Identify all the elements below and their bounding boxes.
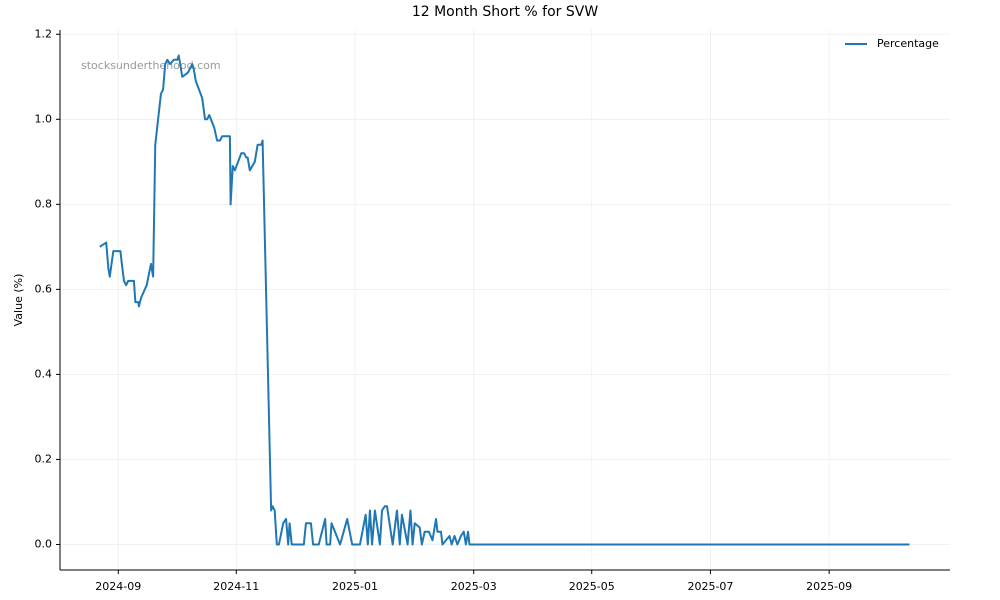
x-tick-label: 2025-07 [687, 580, 733, 593]
y-tick-label: 0.6 [35, 282, 53, 295]
y-axis-label: Value (%) [12, 274, 25, 327]
y-tick-label: 1.0 [35, 112, 53, 125]
x-tick-label: 2025-05 [569, 580, 615, 593]
y-tick-label: 0.2 [35, 452, 53, 465]
data-line [99, 54, 910, 546]
x-tick-label: 2025-01 [332, 580, 378, 593]
y-tick-label: 0.0 [35, 537, 53, 550]
watermark: stocksunderthehood.com [81, 59, 221, 72]
x-tick-label: 2025-03 [451, 580, 497, 593]
y-tick-label: 0.8 [35, 197, 53, 210]
x-tick-label: 2024-09 [95, 580, 141, 593]
chart-title: 12 Month Short % for SVW [412, 4, 599, 20]
x-tick-label: 2024-11 [213, 580, 259, 593]
y-tick-label: 1.2 [35, 27, 53, 40]
x-tick-label: 2025-09 [806, 580, 852, 593]
y-tick-label: 0.4 [35, 367, 53, 380]
legend-label: Percentage [877, 37, 939, 50]
